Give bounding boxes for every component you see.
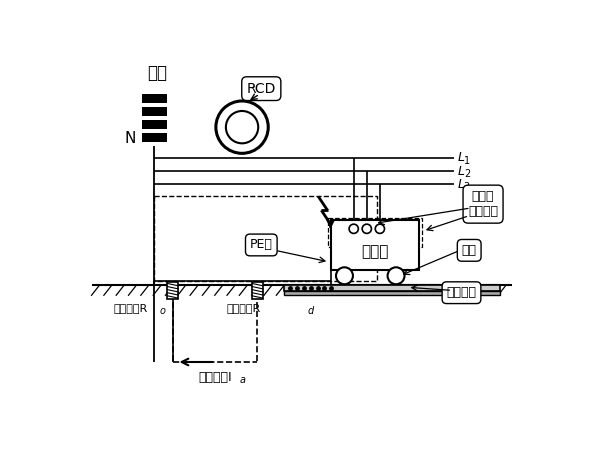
Text: 起重机: 起重机 bbox=[361, 244, 388, 259]
Circle shape bbox=[336, 267, 353, 284]
Text: N: N bbox=[125, 131, 136, 146]
Text: L: L bbox=[458, 152, 464, 164]
Bar bbox=[284, 285, 500, 291]
Bar bbox=[142, 107, 167, 116]
Bar bbox=[331, 220, 419, 270]
Text: d: d bbox=[308, 306, 314, 316]
Text: 故障电流I: 故障电流I bbox=[198, 371, 232, 384]
Circle shape bbox=[388, 267, 404, 284]
Bar bbox=[142, 133, 167, 142]
Text: a: a bbox=[240, 375, 246, 385]
Text: 电源: 电源 bbox=[148, 64, 167, 82]
Bar bbox=[142, 94, 167, 103]
Text: 外露可
导电部分: 外露可 导电部分 bbox=[468, 190, 498, 218]
Text: L: L bbox=[458, 165, 464, 178]
Text: PE线: PE线 bbox=[250, 238, 273, 252]
Bar bbox=[328, 218, 422, 247]
Text: 2: 2 bbox=[464, 169, 470, 179]
Text: L: L bbox=[458, 178, 464, 191]
Text: 大车轨道: 大车轨道 bbox=[446, 286, 476, 299]
Text: 1: 1 bbox=[464, 156, 470, 166]
Text: 工作接地R: 工作接地R bbox=[113, 303, 148, 313]
Bar bbox=[252, 282, 263, 299]
Bar bbox=[142, 120, 167, 129]
Text: 3: 3 bbox=[464, 182, 470, 192]
Bar bbox=[167, 282, 178, 299]
Text: 保护接地R: 保护接地R bbox=[227, 303, 261, 313]
Text: o: o bbox=[160, 306, 166, 316]
Bar bbox=[284, 291, 500, 295]
Text: 车轮: 车轮 bbox=[462, 244, 476, 257]
Text: RCD: RCD bbox=[247, 81, 276, 96]
Bar bbox=[154, 197, 377, 281]
